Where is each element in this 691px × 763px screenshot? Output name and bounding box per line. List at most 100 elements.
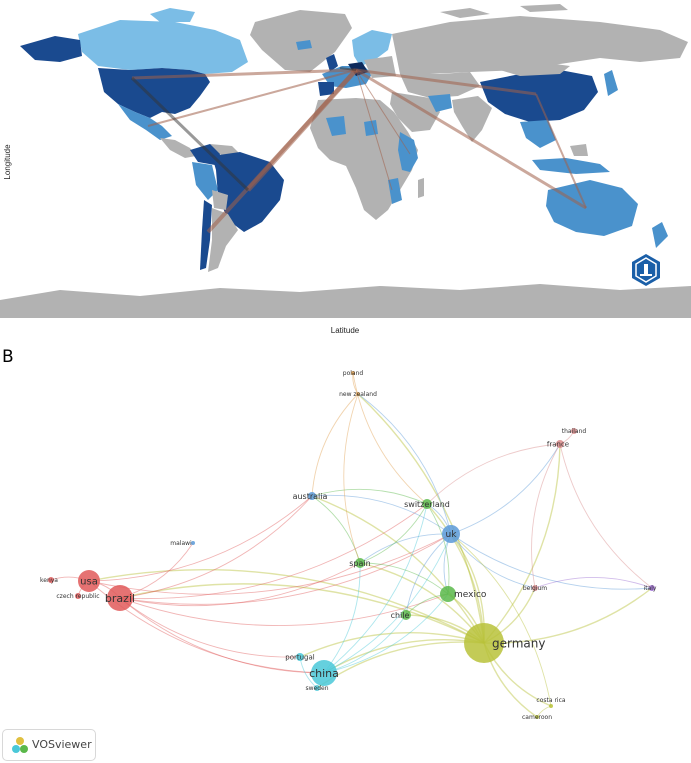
new-zealand — [652, 222, 668, 248]
sahel — [364, 120, 378, 136]
china — [480, 70, 598, 122]
node-label-newzealand: new zealand — [339, 391, 377, 398]
network-edge — [311, 494, 452, 535]
network-edge — [450, 533, 653, 590]
node-germany[interactable] — [464, 623, 504, 663]
uk — [326, 54, 338, 72]
node-switzerland[interactable] — [422, 499, 432, 509]
network-edge — [311, 488, 428, 505]
node-belgium[interactable] — [532, 585, 538, 591]
network-edge — [426, 503, 450, 595]
chile — [200, 200, 212, 270]
node-spain[interactable] — [355, 558, 365, 568]
node-label-brazil: brazil — [105, 592, 135, 605]
node-brazil[interactable] — [107, 585, 133, 611]
network-edge — [299, 632, 485, 658]
iberia — [318, 82, 334, 96]
node-label-mexico: mexico — [454, 590, 487, 600]
map-links — [131, 68, 587, 234]
node-chile[interactable] — [401, 610, 411, 620]
node-label-chile: chile — [391, 611, 410, 620]
network-edge — [359, 503, 428, 564]
node-poland[interactable] — [351, 371, 355, 375]
network-edge — [483, 587, 653, 644]
korea-japan — [604, 70, 618, 96]
node-label-germany: germany — [492, 636, 545, 650]
node-label-kenya: kenya — [40, 577, 58, 584]
y-axis-label: Longitude — [3, 144, 12, 180]
node-uk[interactable] — [442, 525, 460, 543]
vosviewer-badge: VOSviewer — [2, 729, 96, 761]
network-edge — [359, 533, 452, 564]
node-china[interactable] — [311, 660, 337, 686]
network-edge — [119, 583, 485, 644]
node-usa[interactable] — [78, 570, 100, 592]
node-kenya[interactable] — [48, 577, 54, 583]
canada — [78, 20, 248, 74]
node-czech[interactable] — [75, 593, 81, 599]
alaska — [20, 36, 82, 62]
panel-b-label: B — [2, 347, 14, 367]
node-mexico[interactable] — [440, 586, 456, 602]
node-costarica[interactable] — [549, 704, 553, 708]
network-labels: germany brazil usa china uk mexico chile spain s… — [40, 370, 657, 721]
node-label-uk: uk — [446, 530, 458, 540]
link-usa-brazil — [130, 76, 250, 192]
node-cameroon[interactable] — [535, 715, 539, 719]
middle-east — [390, 92, 440, 132]
node-malawi[interactable] — [191, 541, 195, 545]
network-edge — [311, 393, 359, 497]
node-portugal[interactable] — [296, 653, 304, 661]
network-edge — [311, 495, 361, 564]
network-edge — [316, 641, 485, 689]
collaboration-network: germany brazil usa china uk mexico chile spain s… — [40, 370, 657, 721]
network-nodes — [48, 371, 655, 719]
node-label-portugal: portugal — [285, 654, 315, 662]
journal-logo — [632, 254, 660, 286]
network-edge — [119, 503, 428, 600]
node-sweden[interactable] — [314, 685, 320, 691]
node-thailand[interactable] — [571, 428, 577, 434]
network-edge — [311, 495, 485, 644]
network-edge — [559, 443, 653, 589]
network-edge — [88, 533, 452, 595]
usa — [98, 68, 210, 118]
network-edge — [357, 393, 452, 535]
se-asia — [520, 120, 556, 148]
antarctica — [0, 284, 691, 318]
network-edge — [323, 503, 428, 674]
node-newzealand[interactable] — [356, 392, 360, 396]
network-edge — [119, 597, 325, 674]
network-edge — [426, 443, 561, 505]
madagascar — [418, 178, 424, 198]
network-edge — [483, 443, 561, 644]
link-china-australia — [535, 93, 587, 209]
node-label-cameroon: cameroon — [522, 714, 552, 721]
link-germany-chile — [206, 68, 358, 234]
node-label-switzerland: switzerland — [404, 500, 450, 509]
india — [452, 96, 492, 142]
russia — [392, 16, 688, 74]
node-italy[interactable] — [649, 585, 655, 591]
network-edge — [88, 495, 313, 582]
node-france[interactable] — [556, 440, 564, 448]
west-africa — [326, 116, 346, 136]
network-edge — [88, 568, 485, 644]
network-edge — [119, 495, 313, 599]
node-label-poland: poland — [343, 370, 364, 377]
node-label-spain: spain — [349, 559, 370, 568]
node-label-belgium: belgium — [523, 585, 547, 592]
node-label-china: china — [309, 667, 339, 680]
link-germany-malawi — [355, 69, 393, 191]
network-edges — [50, 372, 653, 718]
network-edge — [343, 393, 361, 564]
node-label-sweden: sweden — [305, 685, 328, 692]
network-edge — [119, 593, 449, 626]
link-germany-kenya — [355, 69, 411, 155]
network-edge — [450, 443, 561, 535]
x-axis-label: Latitude — [331, 326, 360, 335]
peru — [192, 162, 218, 200]
node-label-thailand: thailand — [562, 428, 587, 435]
link-germany-mexico — [147, 69, 357, 127]
node-australia[interactable] — [308, 492, 316, 500]
